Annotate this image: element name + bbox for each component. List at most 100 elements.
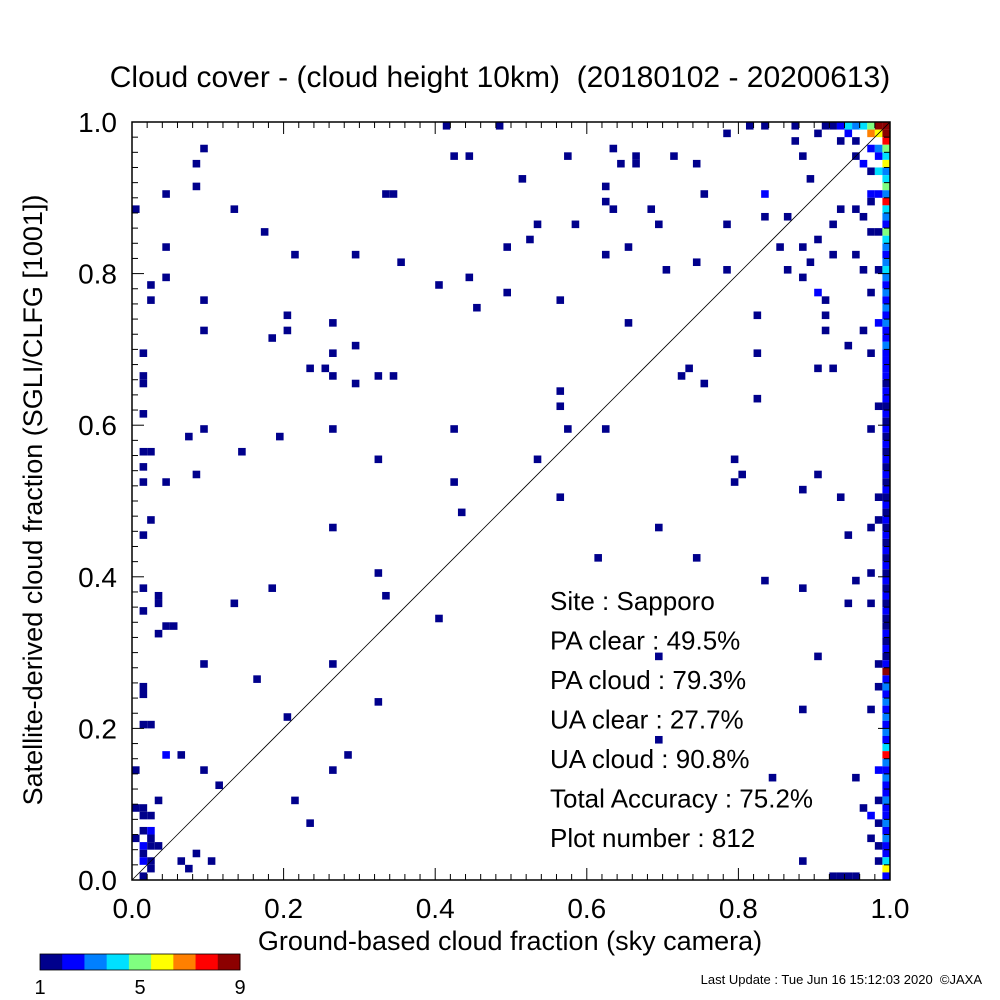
heatmap-cell bbox=[859, 159, 868, 168]
heatmap-cell bbox=[882, 705, 890, 714]
heatmap-cell bbox=[374, 569, 383, 577]
heatmap-cell bbox=[882, 129, 890, 138]
heatmap-cell bbox=[776, 243, 784, 251]
heatmap-cell bbox=[852, 773, 860, 782]
heatmap-cell bbox=[147, 864, 155, 873]
heatmap-cell bbox=[882, 561, 890, 570]
heatmap-cell bbox=[829, 122, 837, 130]
heatmap-cell bbox=[882, 682, 890, 691]
colorbar-segment bbox=[106, 954, 130, 970]
heatmap-cell bbox=[874, 402, 883, 411]
colorbar-frame bbox=[39, 953, 241, 971]
heatmap-cell bbox=[882, 319, 890, 327]
heatmap-cell bbox=[329, 660, 337, 668]
heatmap-cell bbox=[852, 122, 860, 130]
heatmap-cell bbox=[859, 326, 868, 335]
heatmap-cell bbox=[329, 372, 337, 380]
heatmap-cell bbox=[139, 872, 148, 880]
heatmap-cell bbox=[882, 834, 890, 843]
heatmap-cell bbox=[882, 250, 890, 259]
heatmap-cell bbox=[867, 122, 875, 130]
heatmap-cell bbox=[533, 220, 542, 229]
heatmap-cell bbox=[882, 698, 890, 706]
heatmap-cell bbox=[882, 766, 890, 774]
heatmap-cell bbox=[154, 591, 163, 600]
heatmap-cell bbox=[874, 766, 883, 774]
heatmap-cell bbox=[344, 751, 352, 759]
heatmap-cell bbox=[836, 493, 845, 501]
heatmap-cell bbox=[692, 258, 701, 267]
heatmap-cell bbox=[556, 493, 565, 501]
heatmap-cell bbox=[230, 599, 239, 608]
heatmap-cell bbox=[329, 349, 337, 357]
heatmap-cell bbox=[874, 819, 883, 827]
heatmap-cell bbox=[564, 425, 572, 433]
heatmap-cell bbox=[882, 394, 890, 403]
heatmap-cell bbox=[814, 129, 822, 138]
heatmap-cell bbox=[806, 258, 815, 267]
heatmap-cell bbox=[882, 796, 890, 805]
heatmap-cell bbox=[821, 326, 830, 335]
heatmap-cell bbox=[814, 288, 822, 297]
heatmap-cell bbox=[844, 531, 853, 539]
heatmap-cell bbox=[526, 235, 534, 244]
heatmap-cell bbox=[556, 402, 565, 411]
colorbar-segment bbox=[128, 954, 152, 970]
heatmap-cell bbox=[867, 190, 875, 198]
colorbar-segment bbox=[62, 954, 85, 970]
heatmap-cell bbox=[882, 447, 890, 456]
heatmap-cell bbox=[882, 667, 890, 676]
heatmap-cell bbox=[374, 455, 383, 464]
heatmap-cell bbox=[799, 152, 807, 160]
one-to-one-line bbox=[131, 121, 891, 881]
heatmap-cell bbox=[147, 834, 155, 843]
heatmap-cell bbox=[882, 387, 890, 395]
heatmap-cell bbox=[882, 212, 890, 221]
heatmap-cell bbox=[852, 576, 860, 585]
heatmap-cell bbox=[882, 508, 890, 517]
heatmap-cell bbox=[799, 485, 807, 494]
heatmap-cell bbox=[882, 501, 890, 509]
heatmap-cell bbox=[882, 720, 890, 729]
heatmap-cell bbox=[882, 614, 890, 623]
heatmap-cell bbox=[882, 591, 890, 600]
heatmap-cell bbox=[139, 826, 148, 835]
heatmap-cell bbox=[882, 425, 890, 433]
heatmap-cell bbox=[882, 463, 890, 471]
heatmap-cell bbox=[169, 622, 178, 630]
colorbar-segment bbox=[151, 954, 174, 970]
x-tick-label: 0.8 bbox=[719, 893, 758, 924]
heatmap-cell bbox=[882, 546, 890, 555]
heatmap-cell bbox=[329, 523, 337, 532]
stat-line: Site : Sapporo bbox=[550, 586, 715, 616]
heatmap-cell bbox=[192, 182, 201, 191]
heatmap-cell bbox=[147, 516, 155, 524]
heatmap-cell bbox=[882, 652, 890, 661]
heatmap-cell bbox=[882, 584, 890, 592]
heatmap-cell bbox=[450, 478, 458, 486]
y-tick-label: 0.6 bbox=[78, 410, 117, 441]
heatmap-cell bbox=[882, 379, 890, 388]
heatmap-cell bbox=[283, 311, 292, 320]
heatmap-cell bbox=[874, 682, 883, 691]
heatmap-cell bbox=[882, 258, 890, 267]
heatmap-cell bbox=[518, 175, 527, 183]
heatmap-cell bbox=[829, 250, 837, 259]
heatmap-cell bbox=[882, 182, 890, 191]
heatmap-cell bbox=[867, 167, 875, 176]
heatmap-cell bbox=[139, 607, 148, 615]
heatmap-cell bbox=[200, 660, 208, 668]
heatmap-cell bbox=[435, 614, 443, 623]
heatmap-cell bbox=[139, 478, 148, 486]
heatmap-cell bbox=[306, 364, 314, 373]
heatmap-cell bbox=[859, 122, 868, 130]
heatmap-cell bbox=[882, 849, 890, 858]
heatmap-cell bbox=[882, 569, 890, 577]
colorbar-tick-label: 5 bbox=[134, 977, 145, 999]
heatmap-cell bbox=[745, 122, 754, 130]
heatmap-cell bbox=[829, 220, 837, 229]
heatmap-cell bbox=[730, 478, 739, 486]
x-tick-label: 1.0 bbox=[871, 893, 910, 924]
heatmap-cell bbox=[495, 122, 504, 130]
heatmap-cell bbox=[882, 235, 890, 244]
